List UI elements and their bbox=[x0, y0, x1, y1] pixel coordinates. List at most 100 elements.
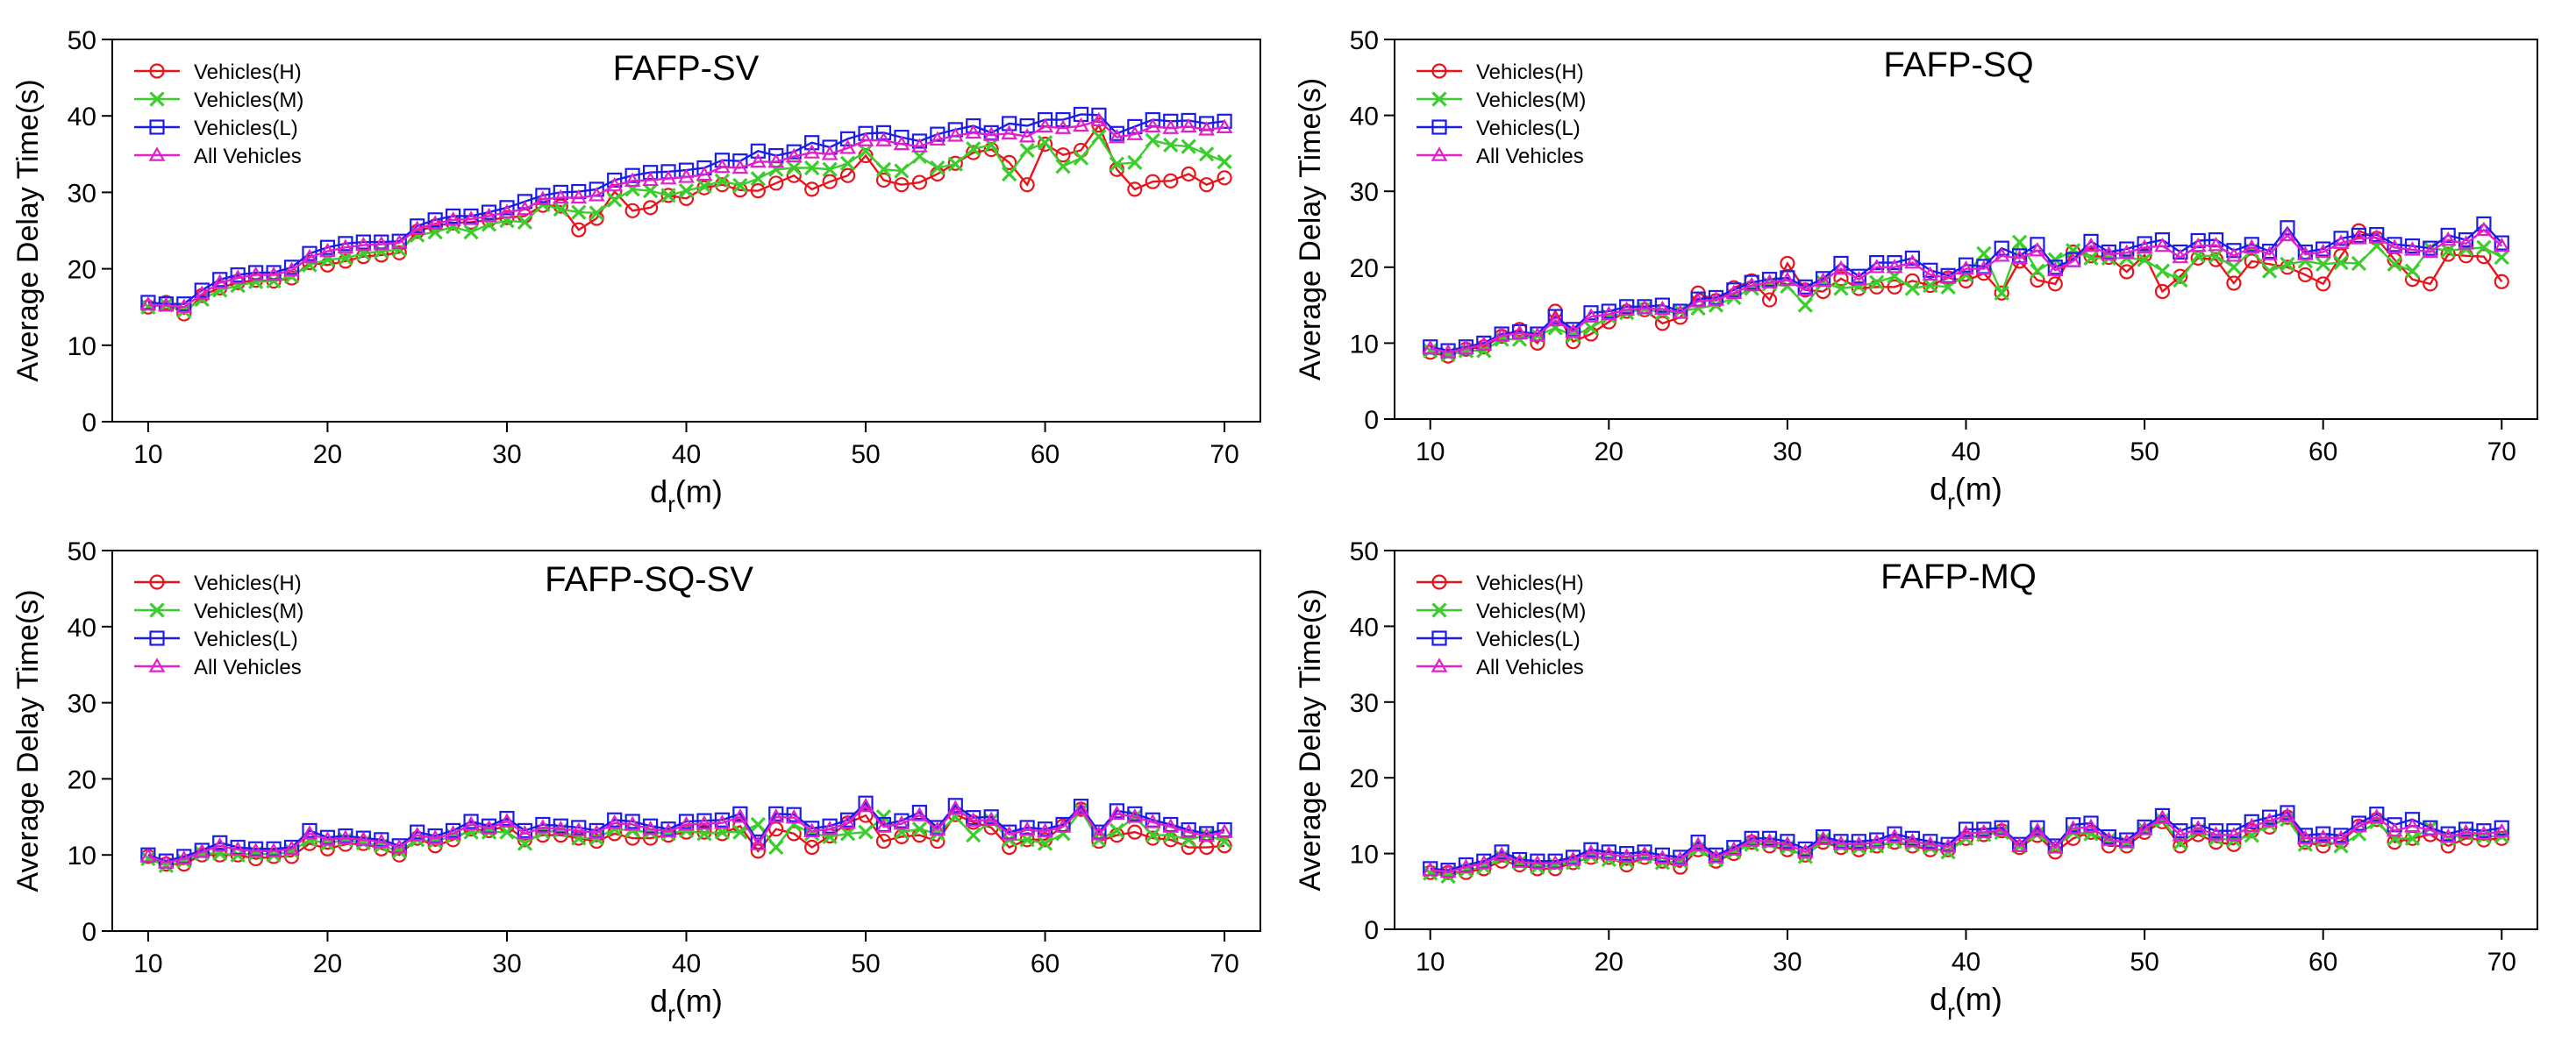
data-point bbox=[1037, 117, 1053, 133]
data-point bbox=[1689, 836, 1707, 851]
data-point bbox=[983, 141, 999, 158]
data-point bbox=[804, 135, 820, 151]
data-point bbox=[893, 814, 910, 830]
data-point bbox=[1216, 823, 1233, 838]
data-point bbox=[642, 183, 659, 199]
data-point bbox=[1815, 830, 1832, 845]
data-point bbox=[463, 208, 479, 224]
x-tick-label: 40 bbox=[1952, 948, 1980, 977]
data-point bbox=[498, 203, 516, 218]
data-point bbox=[2458, 235, 2474, 250]
data-point bbox=[589, 833, 604, 850]
y-tick-label: 10 bbox=[68, 842, 96, 871]
data-point bbox=[839, 826, 856, 842]
data-point bbox=[1672, 850, 1689, 866]
data-point bbox=[1904, 250, 1921, 267]
data-point bbox=[2154, 283, 2171, 300]
data-point bbox=[930, 126, 945, 142]
legend-marker bbox=[149, 91, 165, 107]
data-point bbox=[1037, 835, 1053, 851]
data-point bbox=[1653, 300, 1671, 316]
data-point bbox=[1761, 830, 1778, 846]
data-point bbox=[2172, 248, 2189, 264]
data-point bbox=[2494, 274, 2509, 289]
legend-label: Vehicles(M) bbox=[1476, 600, 1586, 623]
data-point bbox=[1618, 301, 1636, 316]
data-point bbox=[553, 818, 568, 834]
data-point bbox=[1144, 117, 1161, 133]
data-point bbox=[1976, 245, 1992, 261]
data-point bbox=[1108, 805, 1125, 821]
legend-label: Vehicles(M) bbox=[194, 600, 303, 623]
legend-marker bbox=[149, 630, 165, 646]
data-point bbox=[1001, 826, 1018, 841]
legend-marker bbox=[1431, 63, 1447, 79]
data-point bbox=[446, 208, 461, 224]
data-point bbox=[768, 839, 784, 856]
data-point bbox=[1422, 339, 1439, 355]
data-point bbox=[2476, 823, 2492, 839]
data-point bbox=[947, 156, 963, 172]
data-point bbox=[2082, 237, 2100, 252]
legend-marker bbox=[149, 63, 165, 79]
data-point bbox=[839, 155, 856, 171]
data-point bbox=[1019, 117, 1035, 134]
data-point bbox=[175, 850, 193, 865]
chart-panel: 0 10 20 30 40 50 10 20 30 40 50 60 70 Average Delay T… bbox=[11, 26, 1261, 517]
data-point bbox=[2315, 828, 2332, 844]
series-line bbox=[1430, 228, 2503, 354]
data-point bbox=[338, 236, 353, 252]
data-point bbox=[571, 204, 587, 220]
legend-label: Vehicles(H) bbox=[194, 572, 302, 595]
data-point bbox=[965, 812, 982, 827]
data-point bbox=[2190, 232, 2206, 249]
data-point bbox=[2030, 263, 2045, 279]
data-point bbox=[929, 821, 946, 836]
data-point bbox=[1002, 116, 1017, 132]
data-point bbox=[2280, 805, 2295, 821]
data-point bbox=[462, 815, 480, 831]
data-point bbox=[2047, 276, 2063, 292]
data-point bbox=[1199, 177, 1215, 193]
data-point bbox=[678, 815, 695, 831]
data-point bbox=[373, 235, 390, 251]
data-point bbox=[910, 138, 928, 153]
data-point bbox=[2119, 241, 2135, 257]
data-point bbox=[2493, 237, 2510, 252]
data-point bbox=[373, 833, 390, 849]
data-point bbox=[606, 814, 624, 829]
data-point bbox=[2404, 241, 2421, 256]
x-tick-label: 30 bbox=[1773, 948, 1802, 977]
data-point bbox=[2404, 830, 2421, 846]
data-point bbox=[1994, 285, 2009, 301]
data-point bbox=[2226, 243, 2242, 259]
data-point bbox=[1743, 832, 1760, 847]
x-tick-label: 40 bbox=[1952, 437, 1980, 466]
data-point bbox=[552, 820, 569, 835]
data-point bbox=[1993, 821, 2010, 836]
data-point bbox=[2046, 838, 2064, 854]
data-point bbox=[2422, 243, 2439, 259]
data-point bbox=[2226, 275, 2242, 291]
data-point bbox=[481, 207, 497, 223]
data-point bbox=[2262, 809, 2278, 825]
data-point bbox=[2136, 821, 2153, 835]
data-point bbox=[2351, 255, 2367, 272]
data-point bbox=[553, 201, 568, 217]
data-point bbox=[1109, 125, 1124, 141]
data-point bbox=[1199, 146, 1215, 162]
data-point bbox=[911, 133, 927, 149]
data-point bbox=[642, 200, 659, 216]
series-area bbox=[1422, 216, 2510, 364]
data-point bbox=[1743, 276, 1760, 292]
data-point bbox=[463, 814, 479, 829]
y-tick-label: 10 bbox=[1350, 841, 1379, 870]
data-point bbox=[2368, 229, 2386, 244]
data-point bbox=[768, 161, 784, 177]
data-point bbox=[714, 177, 731, 193]
data-point bbox=[2476, 239, 2492, 255]
data-point bbox=[1109, 822, 1125, 839]
data-point bbox=[2351, 230, 2367, 245]
x-tick-label: 20 bbox=[313, 440, 342, 469]
legend-label: All Vehicles bbox=[1476, 145, 1584, 168]
